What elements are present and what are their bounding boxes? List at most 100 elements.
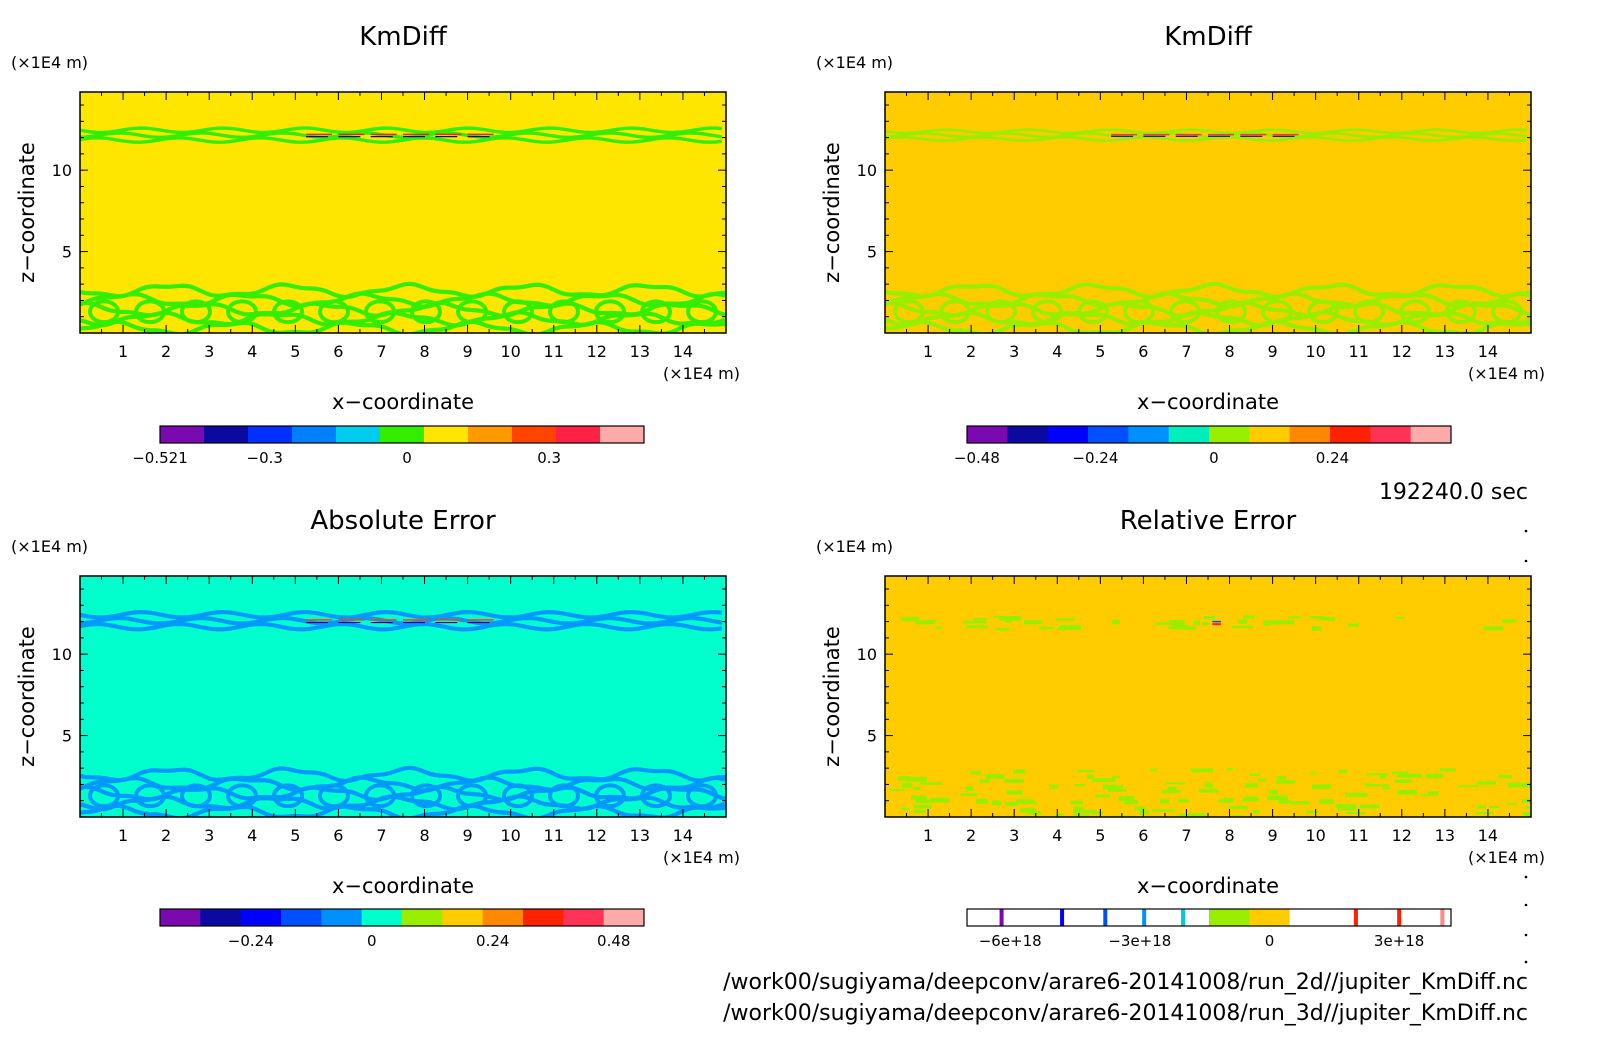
colorbar-tick-label: 0.24 xyxy=(1316,449,1349,467)
contour-speckle xyxy=(1439,768,1456,772)
contour-speckle xyxy=(963,620,987,624)
contour-swirl xyxy=(939,299,971,325)
contour-speckle xyxy=(1004,801,1018,806)
contour-speckle xyxy=(1226,768,1234,771)
contour-speckle xyxy=(1305,810,1319,814)
chart-title: KmDiff xyxy=(359,22,448,52)
colorbar-swatch xyxy=(468,426,513,443)
contour-swirl xyxy=(134,299,166,325)
contour-line xyxy=(885,132,1528,139)
contour-speckle xyxy=(901,807,910,811)
contour-speckle xyxy=(1249,773,1260,776)
contour-line xyxy=(80,126,723,135)
contour-speckle xyxy=(1073,806,1084,811)
x-tick-label: 14 xyxy=(1478,826,1498,845)
x-tick-label: 12 xyxy=(587,342,607,361)
colorbar-marker xyxy=(1181,909,1186,926)
contour-speckle xyxy=(1489,805,1499,809)
contour-speckle xyxy=(1238,619,1248,624)
contour-speckle xyxy=(1056,813,1064,817)
x-tick-label: 9 xyxy=(463,342,473,361)
x-axis-label: x−coordinate xyxy=(1137,390,1279,414)
contour-speckle xyxy=(913,786,921,791)
contour-swirl xyxy=(272,783,304,809)
contour-speckle xyxy=(1077,770,1095,773)
contour-speckle xyxy=(1204,782,1213,788)
colorbar-marker xyxy=(1103,909,1108,926)
chart-title: Relative Error xyxy=(1120,506,1297,536)
colorbar-swatch xyxy=(1209,426,1250,443)
contour-speckle xyxy=(913,810,926,814)
x-tick-label: 2 xyxy=(966,342,976,361)
colorbar-swatch xyxy=(281,909,322,926)
contour-swirl xyxy=(502,783,534,809)
x-tick-label: 1 xyxy=(923,342,933,361)
contour-speckle xyxy=(1476,781,1497,785)
contour-line xyxy=(885,135,1528,143)
colorbar-swatch xyxy=(563,909,605,926)
x-tick-label: 5 xyxy=(1095,342,1105,361)
y-tick-label: 10 xyxy=(857,161,877,180)
contour-swirl xyxy=(272,299,304,325)
x-tick-label: 14 xyxy=(673,826,693,845)
x-tick-label: 4 xyxy=(1052,342,1062,361)
contour-swirl xyxy=(548,783,580,809)
contour-line xyxy=(885,281,1531,300)
y-axis: 5 10 z−coordinate xyxy=(820,104,1531,318)
contour-swirl xyxy=(893,299,925,325)
contour-speckle xyxy=(898,776,910,781)
chart-panel-3: Absolute Error(×1E4 m)(×1E4 m)1 2 3 4 5 6 7 8 9 1… xyxy=(11,506,740,950)
contour-speckle xyxy=(1427,791,1439,796)
contour-speckle xyxy=(1506,802,1517,805)
contour-speckle xyxy=(1336,806,1357,811)
colorbar-frame xyxy=(159,908,645,927)
contour-speckle xyxy=(1366,773,1388,776)
contour-speckle xyxy=(1241,798,1260,802)
file-path-3d: /work00/sugiyama/deepconv/arare6-2014100… xyxy=(723,1001,1528,1026)
contour-speckle xyxy=(1151,809,1176,812)
contour-speckle xyxy=(934,626,943,629)
contour-speckle xyxy=(1346,812,1367,815)
contour-swirl xyxy=(640,783,672,809)
colorbar: −0.48 −0.24 0 0.24 xyxy=(954,425,1452,467)
contour-speckle xyxy=(1524,813,1531,817)
contour-swirl xyxy=(985,299,1017,325)
colorbar-swatch xyxy=(1410,909,1452,926)
colorbar-swatch xyxy=(160,426,205,443)
x-tick-label: 9 xyxy=(1268,342,1278,361)
colorbar-swatch xyxy=(204,426,249,443)
contour-swirl xyxy=(88,783,120,809)
contour-speckle xyxy=(1055,618,1075,621)
x-tick-label: 8 xyxy=(1224,826,1234,845)
contour-speckle xyxy=(1348,623,1359,627)
colorbar-swatch xyxy=(402,909,443,926)
colorbar-tick-label: 0 xyxy=(402,449,412,467)
contour-swirl xyxy=(1491,299,1523,325)
chart-panel-4: Relative Error(×1E4 m)(×1E4 m)1 2 3 4 5 6 7 8 9 1… xyxy=(816,506,1545,950)
contour-band-1 xyxy=(900,615,1516,631)
contour-speckle xyxy=(1269,789,1278,795)
contour-swirl xyxy=(686,299,718,325)
colorbar-swatch xyxy=(556,426,601,443)
colorbar-swatch xyxy=(321,909,363,926)
contour-speckle xyxy=(1198,788,1219,793)
contour-speckle xyxy=(1288,616,1302,619)
x-tick-label: 11 xyxy=(1349,826,1369,845)
colorbar-swatch xyxy=(1007,426,1049,443)
contour-speckle xyxy=(1265,620,1277,625)
x-tick-label: 13 xyxy=(1435,342,1455,361)
colorbar-swatch xyxy=(1330,426,1371,443)
contour-speckle xyxy=(1243,615,1255,619)
contour-speckle xyxy=(929,797,950,803)
colorbar-marker xyxy=(1142,909,1147,926)
colorbar-swatch xyxy=(1047,426,1089,443)
x-axis: 1 2 3 4 5 6 7 8 9 10 11 12 13 14x−coordinate xyxy=(101,576,705,898)
x-tick-label: 9 xyxy=(463,826,473,845)
y-axis: 5 10 z−coordinate xyxy=(15,588,726,802)
contour-swirl xyxy=(1353,299,1385,325)
x-tick-label: 13 xyxy=(630,826,650,845)
contour-speckle xyxy=(1013,769,1026,774)
colorbar-frame xyxy=(159,425,645,444)
colorbar: −6e+18 −3e+18 0 3e+18 xyxy=(966,908,1452,950)
